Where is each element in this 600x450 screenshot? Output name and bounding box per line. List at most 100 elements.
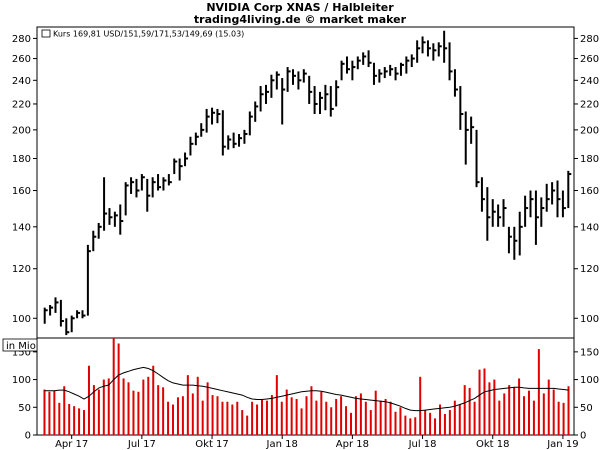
volume-moving-average (44, 366, 569, 412)
x-axis: Apr 17 Jul 17 Okt 17 Jan 18 Apr 18 Jul 18 Okt … (55, 435, 579, 450)
price-bar (340, 60, 345, 81)
price-bar (335, 80, 340, 107)
price-bar (556, 180, 561, 218)
price-bar (561, 190, 566, 218)
price-tick-label-right: 200 (580, 125, 599, 136)
legend: Kurs 169,81 USD/151,59/171,53/149,69 (15… (41, 30, 244, 39)
volume-tick-label-right: 0 (580, 431, 586, 442)
volume-panel: 0 0 50 50 100 100 150 150 in Mio (2, 337, 599, 442)
price-bar (205, 108, 210, 133)
price-bar (232, 132, 237, 149)
price-bar (265, 84, 270, 104)
price-bar (54, 297, 59, 313)
price-bar (394, 67, 399, 81)
price-bar (410, 54, 415, 68)
price-bar (383, 67, 388, 79)
price-bar (259, 86, 264, 112)
chart-subtitle: trading4living.de © market maker (194, 13, 407, 26)
price-tick-label-left: 180 (12, 154, 31, 165)
price-bar (286, 67, 291, 92)
price-tick-label-right: 220 (580, 99, 599, 110)
price-tick-label-right: 160 (580, 186, 599, 197)
volume-label: in Mio (6, 341, 36, 352)
price-bar (254, 101, 259, 122)
price-bar (324, 84, 329, 111)
volume-bars (43, 338, 570, 435)
price-bar (227, 135, 232, 150)
price-bar (157, 174, 162, 191)
price-bar (367, 50, 372, 68)
price-tick-label-right: 100 (580, 314, 599, 325)
price-bar (119, 204, 124, 235)
price-tick-label-left: 260 (12, 54, 31, 65)
x-tick-label: Jan 19 (546, 439, 578, 450)
price-tick-label-left: 220 (12, 99, 31, 110)
price-bar (497, 204, 502, 227)
price-bar (475, 129, 480, 188)
price-tick-label-left: 100 (12, 314, 31, 325)
x-tick-label: Jul 18 (408, 439, 437, 450)
price-bar (459, 86, 464, 130)
price-bar (551, 182, 556, 205)
price-bar (421, 36, 426, 54)
price-bar (389, 64, 394, 76)
volume-tick-label-left: 0 (25, 431, 31, 442)
price-bar (529, 190, 534, 218)
price-bar (545, 183, 550, 212)
price-tick-label-right: 120 (580, 264, 599, 275)
price-bar (65, 318, 70, 336)
volume-label-box (2, 338, 38, 352)
price-tick-label-left: 160 (12, 186, 31, 197)
price-bar (59, 299, 64, 327)
price-bar (437, 42, 442, 57)
price-bar (70, 315, 75, 333)
price-bar (540, 197, 545, 227)
price-bar (518, 211, 523, 256)
price-bar (76, 310, 81, 319)
price-bar (162, 177, 167, 191)
volume-tick-label-right: 50 (580, 403, 593, 414)
price-bar (356, 56, 361, 70)
x-tick-label: Jan 18 (266, 439, 298, 450)
price-bar (200, 123, 205, 137)
price-bar (86, 244, 91, 316)
price-bar (243, 129, 248, 144)
price-bar (211, 107, 216, 125)
volume-tick-label-right: 150 (580, 347, 599, 358)
price-bar (140, 174, 145, 191)
price-bar (329, 86, 334, 117)
price-bar (124, 182, 129, 216)
price-tick-label-right: 140 (580, 222, 599, 233)
price-bar (297, 71, 302, 90)
price-bar (399, 62, 404, 76)
volume-tick-label-right: 100 (580, 375, 599, 386)
price-bar (275, 71, 280, 90)
price-bar (513, 226, 518, 260)
price-panel: 100 100 120 120 140 140 160 160 180 180 200 200 220 2… (12, 26, 599, 339)
price-bar (313, 86, 318, 115)
price-bar (238, 133, 243, 147)
x-tick-label: Apr 17 (55, 439, 88, 450)
price-bar (146, 178, 151, 212)
price-tick-label-left: 200 (12, 125, 31, 136)
volume-tick-label-left: 100 (12, 375, 31, 386)
price-bar (248, 111, 253, 136)
price-bar (405, 56, 410, 74)
price-bar (567, 170, 572, 209)
price-bar (49, 305, 54, 316)
price-bar (292, 69, 297, 85)
volume-ma-line (44, 366, 569, 412)
price-bar (43, 307, 48, 324)
price-bar (502, 199, 507, 227)
price-bar (92, 230, 97, 252)
x-tick-label: Apr 18 (336, 439, 369, 450)
price-bar (534, 190, 539, 245)
price-tick-label-right: 260 (580, 54, 599, 65)
price-tick-label-right: 180 (580, 154, 599, 165)
price-tick-label-left: 240 (12, 76, 31, 87)
price-bar (464, 111, 469, 165)
price-bar (81, 310, 86, 319)
price-bar (524, 195, 529, 227)
price-bar (416, 40, 421, 63)
price-bar (448, 42, 453, 81)
